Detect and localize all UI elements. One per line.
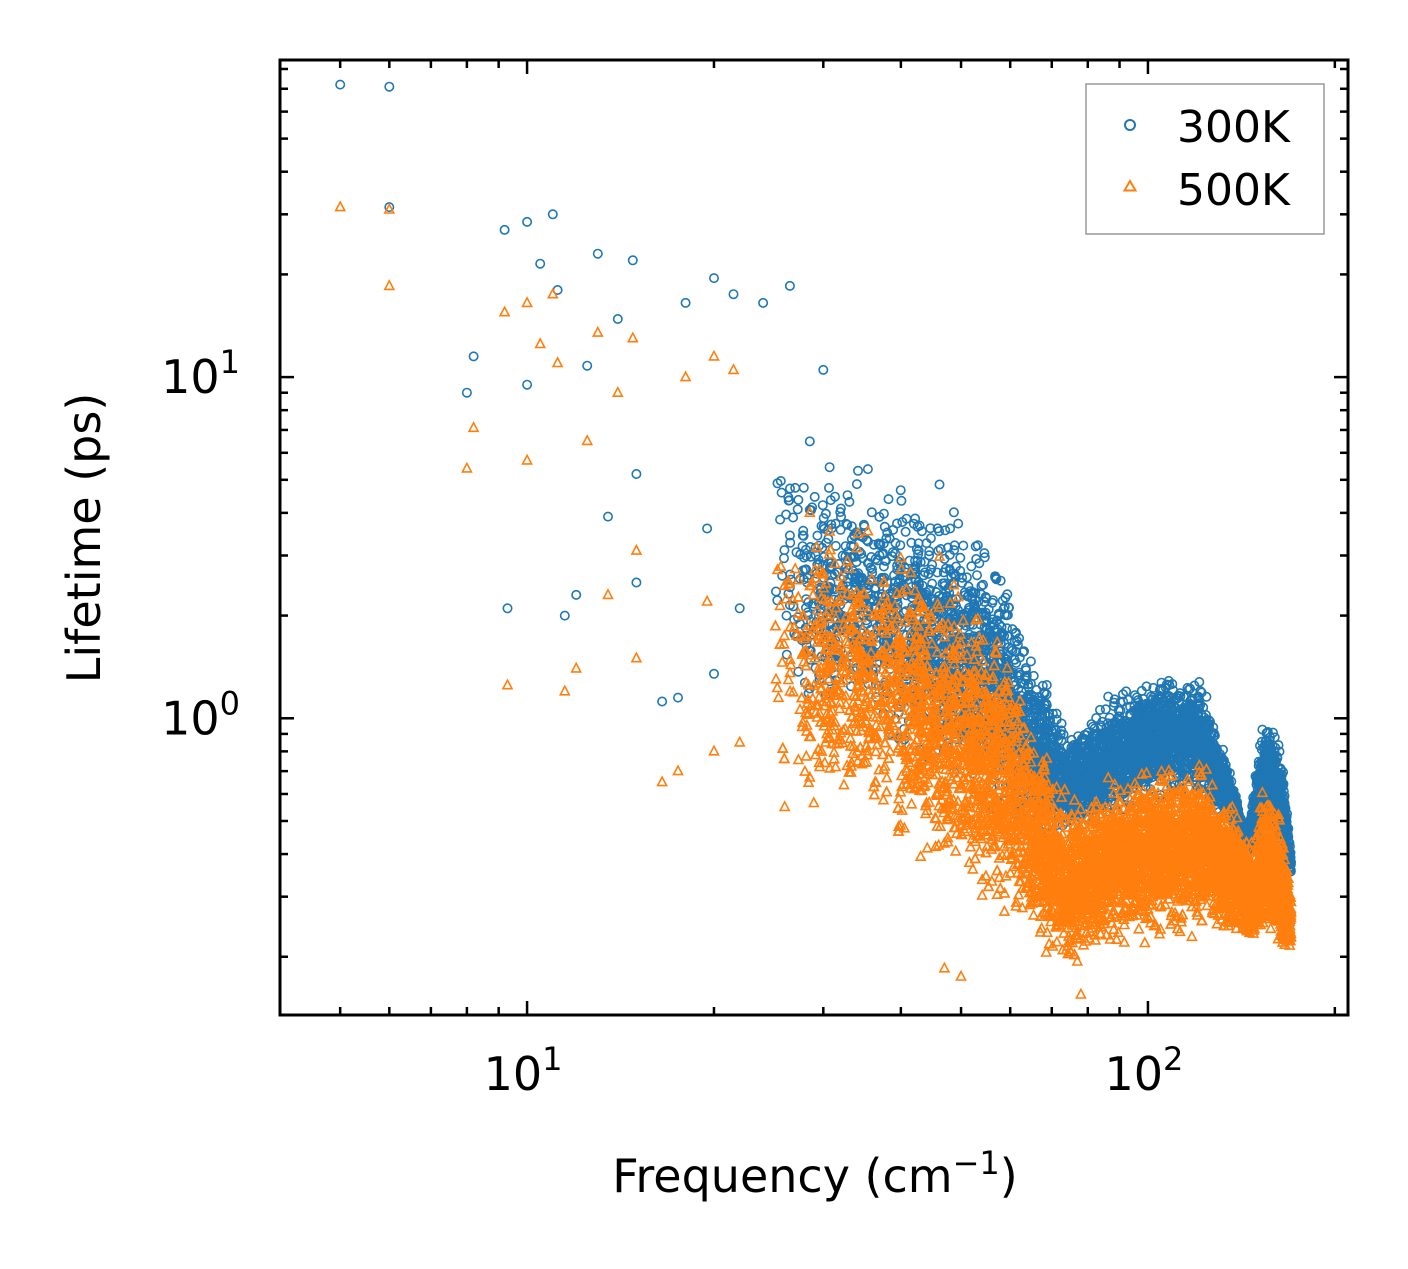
data-point-300K [945, 523, 956, 534]
data-point-300K [925, 523, 936, 534]
data-point-300K [776, 487, 787, 498]
data-point-300K [895, 540, 906, 551]
data-point-300K [867, 567, 878, 578]
data-point-300K [784, 530, 795, 541]
data-point-300K [792, 504, 803, 515]
data-point-300K [979, 552, 990, 563]
data-point-300K [805, 654, 816, 665]
data-point-300K [830, 518, 841, 529]
data-point-300K [829, 491, 840, 502]
data-point-300K [932, 567, 943, 578]
data-point-300K [798, 525, 809, 536]
data-point-300K [891, 518, 902, 529]
data-point-300K [781, 610, 792, 621]
data-point-300K [887, 551, 898, 562]
data-point-300K [878, 561, 889, 572]
data-point-300K [924, 550, 935, 561]
data-point-300K [957, 572, 968, 583]
data-point-300K [900, 526, 911, 537]
data-point-300K [863, 602, 874, 613]
data-point-300K [781, 649, 792, 660]
data-point-300K [939, 580, 950, 591]
data-point-300K [883, 494, 894, 505]
data-point-300K [927, 578, 938, 589]
data-point-300K [979, 548, 990, 559]
points-layer [334, 79, 1297, 999]
data-point-300K [1095, 704, 1106, 715]
data-point-300K [835, 507, 846, 518]
